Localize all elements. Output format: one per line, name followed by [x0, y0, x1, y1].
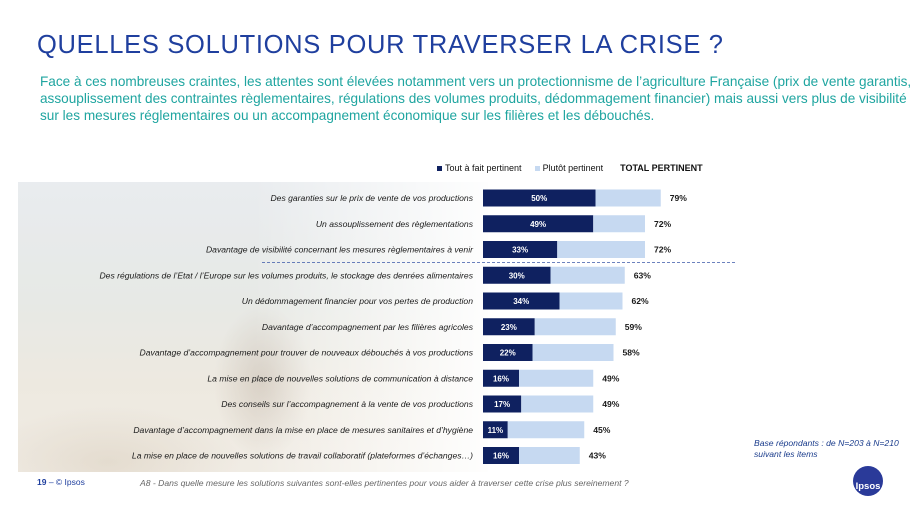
category-label: Un assouplissement des règlementations — [316, 219, 474, 229]
bar-value-label: 11% — [488, 426, 504, 435]
ipsos-logo: Ipsos — [853, 466, 883, 496]
legend-swatch-dark — [437, 165, 442, 171]
bar-plutot — [557, 241, 645, 258]
bar-tout-a-fait — [483, 189, 596, 207]
bar-tout-a-fait — [483, 318, 535, 336]
category-label: Des régulations de l’Etat / l’Europe sur… — [99, 270, 473, 280]
page-subtitle: Face à ces nombreuses craintes, les atte… — [40, 74, 912, 123]
legend-label-light: Plutôt pertinent — [542, 163, 604, 173]
bar-value-label: 23% — [501, 323, 517, 332]
total-value-label: 63% — [634, 270, 652, 280]
bar-value-label: 50% — [531, 194, 547, 203]
chart-legend: Tout à fait pertinent Plutôt pertinent T… — [437, 163, 703, 173]
total-value-label: 49% — [602, 399, 620, 409]
bar-value-label: 49% — [530, 220, 546, 229]
bar-tout-a-fait — [483, 447, 519, 464]
category-label: La mise en place de nouvelles solutions … — [132, 451, 473, 461]
category-label: La mise en place de nouvelles solutions … — [207, 373, 473, 383]
legend-item-dark: Tout à fait pertinent — [437, 163, 522, 173]
total-value-label: 72% — [654, 219, 672, 229]
category-label: Des conseils sur l’accompagnement à la v… — [221, 399, 473, 409]
total-value-label: 62% — [632, 296, 650, 306]
bar-plutot — [519, 369, 594, 387]
bar-plutot — [519, 447, 580, 464]
footer-page-number: 19 – © Ipsos — [37, 477, 85, 487]
category-label: Des garanties sur le prix de vente de vo… — [270, 193, 473, 203]
bar-tout-a-fait — [483, 395, 522, 413]
total-value-label: 58% — [623, 348, 641, 358]
page-title: QUELLES SOLUTIONS POUR TRAVERSER LA CRIS… — [37, 31, 724, 59]
bar-tout-a-fait — [483, 215, 594, 233]
bar-plutot — [534, 318, 616, 336]
bar-value-label: 30% — [509, 271, 525, 280]
category-label: Davantage d’accompagnement dans la mise … — [133, 425, 473, 435]
logo-text: Ipsos — [855, 481, 881, 492]
bar-tout-a-fait — [483, 266, 551, 284]
bar-value-label: 22% — [500, 349, 516, 358]
legend-label-dark: Tout à fait pertinent — [445, 163, 522, 173]
bar-tout-a-fait — [483, 241, 558, 258]
bar-plutot — [532, 344, 614, 361]
bar-tout-a-fait — [483, 421, 508, 439]
total-value-label: 72% — [654, 245, 672, 255]
page-number: 19 — [37, 477, 47, 487]
total-value-label: 43% — [589, 451, 607, 461]
bar-plutot — [550, 266, 625, 284]
legend-total-label: TOTAL PERTINENT — [620, 163, 703, 173]
bar-tout-a-fait — [483, 369, 519, 387]
bar-value-label: 17% — [494, 400, 510, 409]
bar-tout-a-fait — [483, 292, 560, 310]
bar-value-label: 34% — [513, 297, 529, 306]
bar-value-label: 33% — [512, 246, 528, 255]
bar-plutot — [521, 395, 594, 413]
legend-item-light: Plutôt pertinent — [534, 163, 604, 173]
copyright: – © Ipsos — [46, 477, 85, 487]
bar-value-label: 16% — [493, 452, 509, 461]
bar-plutot — [507, 421, 585, 439]
survey-question: A8 - Dans quelle mesure les solutions su… — [140, 478, 629, 488]
total-value-label: 49% — [602, 373, 620, 383]
bar-plutot — [559, 292, 623, 310]
category-label: Davantage d’accompagnement pour trouver … — [140, 348, 474, 358]
bar-plutot — [593, 215, 645, 233]
base-note: Base répondants : de N=203 à N=210 suiva… — [754, 438, 899, 459]
legend-swatch-light — [534, 165, 540, 171]
background-photo-fade — [18, 182, 488, 472]
bar-tout-a-fait — [483, 344, 533, 361]
bar-plutot — [595, 189, 661, 207]
bar-value-label: 16% — [493, 374, 509, 383]
total-value-label: 45% — [593, 425, 611, 435]
total-value-label: 79% — [670, 193, 688, 203]
category-label: Davantage de visibilité concernant les m… — [206, 245, 474, 255]
total-value-label: 59% — [625, 322, 643, 332]
category-label: Un dédommagement financier pour vos pert… — [242, 296, 473, 306]
category-label: Davantage d’accompagnement par les filiè… — [262, 322, 474, 332]
